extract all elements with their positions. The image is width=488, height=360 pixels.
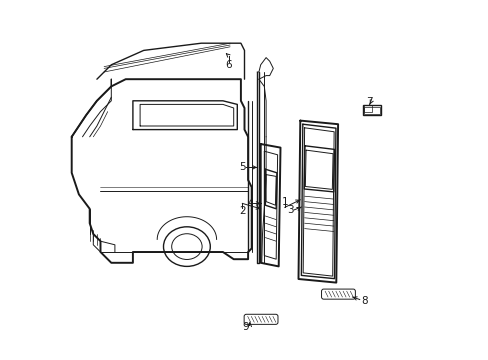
- Text: 5: 5: [239, 162, 245, 172]
- Bar: [363, 107, 379, 114]
- Text: 7: 7: [366, 96, 372, 107]
- Text: 3: 3: [286, 205, 293, 215]
- Text: 1: 1: [281, 197, 287, 207]
- Text: 9: 9: [242, 322, 248, 332]
- Text: 6: 6: [225, 60, 231, 70]
- Text: 2: 2: [239, 206, 245, 216]
- Bar: [363, 105, 380, 115]
- Text: 4: 4: [247, 198, 253, 208]
- Text: 8: 8: [361, 296, 367, 306]
- Bar: [363, 105, 371, 112]
